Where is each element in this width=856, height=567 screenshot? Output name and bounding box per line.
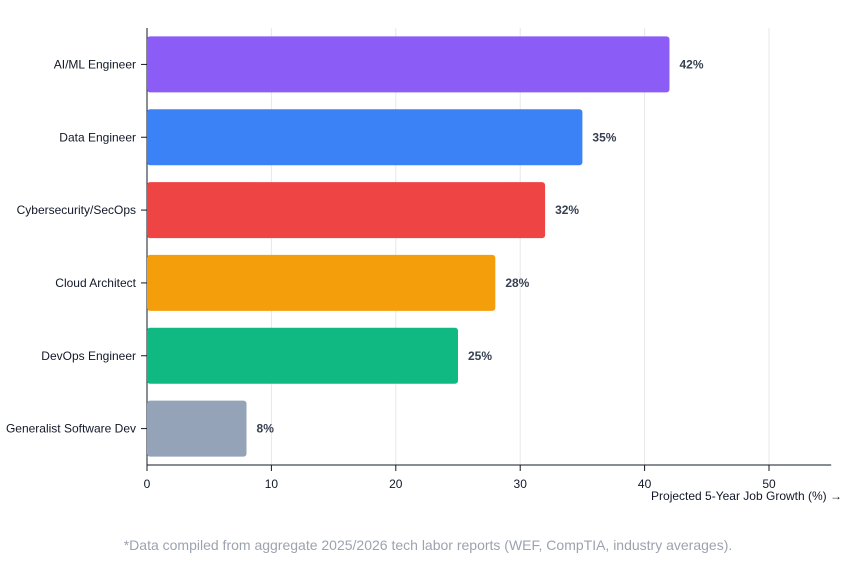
y-tick-label: Cloud Architect (55, 276, 136, 290)
bar (147, 109, 583, 166)
data-label: 35% (592, 130, 616, 144)
x-axis-title: Projected 5-Year Job Growth (%) → (651, 489, 842, 503)
footnote: *Data compiled from aggregate 2025/2026 … (123, 537, 733, 553)
data-label: 8% (257, 422, 275, 436)
y-tick-label: Generalist Software Dev (6, 422, 136, 436)
x-tick-label: 30 (514, 477, 528, 491)
y-tick-label: DevOps Engineer (41, 349, 136, 363)
y-tick-label: Data Engineer (59, 130, 136, 144)
data-label: 42% (679, 57, 703, 71)
bar (147, 182, 546, 239)
x-tick-label: 10 (265, 477, 279, 491)
data-label: 32% (555, 203, 579, 217)
x-tick-label: 40 (638, 477, 652, 491)
x-tick-label: 20 (389, 477, 403, 491)
y-tick-label: AI/ML Engineer (54, 57, 136, 71)
bar (147, 327, 458, 384)
bar (147, 400, 247, 457)
bar (147, 254, 496, 311)
x-tick-label: 0 (144, 477, 151, 491)
x-tick-label: 50 (762, 477, 776, 491)
data-label: 28% (505, 276, 529, 290)
data-label: 25% (468, 349, 492, 363)
y-tick-label: Cybersecurity/SecOps (17, 203, 136, 217)
bar (147, 36, 670, 93)
